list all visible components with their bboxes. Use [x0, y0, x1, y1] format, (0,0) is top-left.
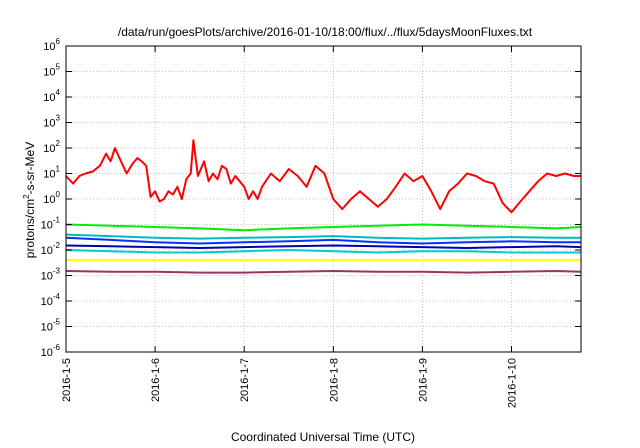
series-line-8	[65, 270, 582, 274]
series-line-1	[65, 139, 581, 214]
y-tick-label: 10-6	[41, 343, 61, 359]
grid	[66, 46, 581, 352]
series-line-3	[65, 233, 581, 240]
series-line-4	[65, 236, 581, 245]
series-line-2	[65, 223, 582, 232]
x-axis-ticks: 2016-1-5 2016-1-6 2016-1-7 2016-1-8 2016-1-9…	[61, 46, 519, 408]
x-tick-label: 2016-1-6	[150, 358, 162, 402]
x-tick-label: 2016-1-5	[61, 358, 73, 402]
x-tick-label: 2016-1-9	[417, 358, 429, 402]
y-tick-label: 101	[43, 165, 60, 181]
y-axis-ticks: 106 105 104 103 102 101 100 10-1 10-2 10-3 10-4 10-…	[41, 37, 581, 359]
x-tick-label: 2016-1-8	[328, 358, 340, 402]
y-tick-label: 10-5	[41, 318, 61, 334]
x-tick-label: 2016-1-7	[239, 358, 251, 402]
series-line-5	[65, 244, 582, 249]
y-tick-label: 100	[43, 190, 60, 206]
plot-frame	[65, 45, 582, 353]
y-tick-label: 104	[43, 88, 60, 104]
y-tick-label: 105	[43, 63, 60, 79]
x-tick-label: 2016-1-10	[507, 358, 519, 408]
y-tick-label: 106	[43, 37, 60, 53]
y-tick-label: 10-1	[41, 216, 61, 232]
y-tick-label: 102	[43, 139, 60, 155]
y-tick-label: 10-3	[41, 267, 61, 283]
y-tick-label: 10-4	[41, 292, 61, 308]
y-tick-label: 103	[43, 114, 60, 130]
series-line-6	[65, 249, 581, 254]
y-tick-label: 10-2	[41, 241, 61, 257]
y-axis-label: protons/cm2-s-sr-MeV	[22, 142, 37, 258]
chart-title: /data/run/goesPlots/archive/2016-01-10/1…	[118, 25, 533, 39]
series-lines	[65, 139, 582, 274]
x-axis-label: Coordinated Universal Time (UTC)	[231, 430, 415, 444]
